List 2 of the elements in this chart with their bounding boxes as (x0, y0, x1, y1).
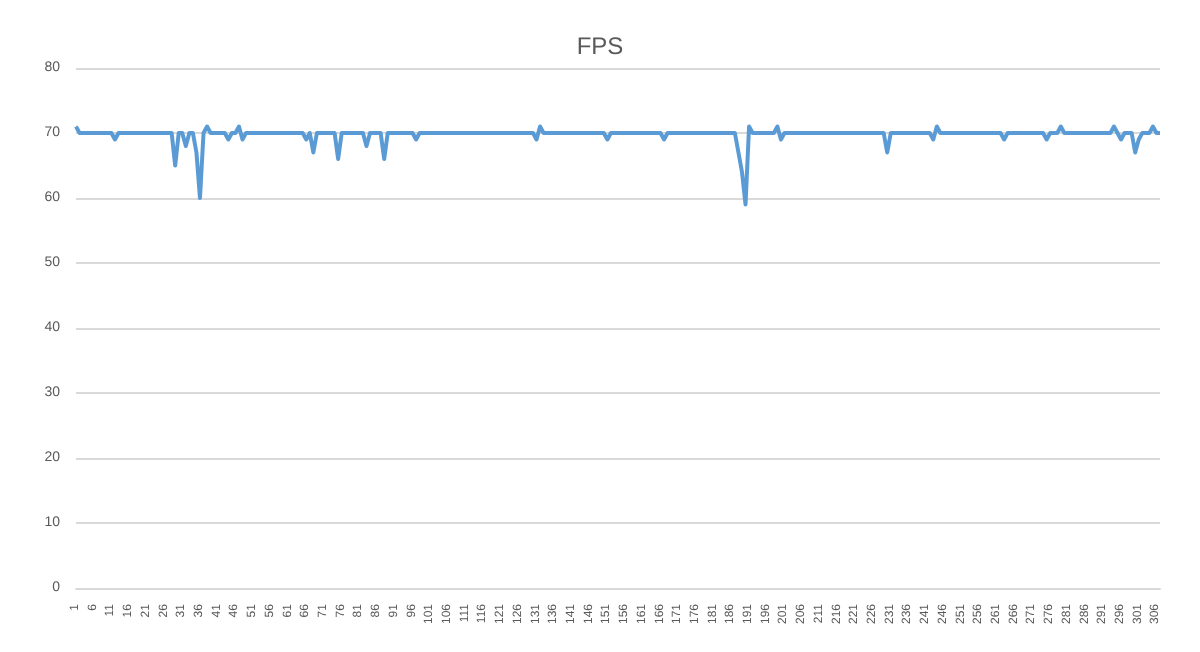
line-series (74, 124, 1162, 207)
chart-title: FPS (576, 32, 624, 60)
